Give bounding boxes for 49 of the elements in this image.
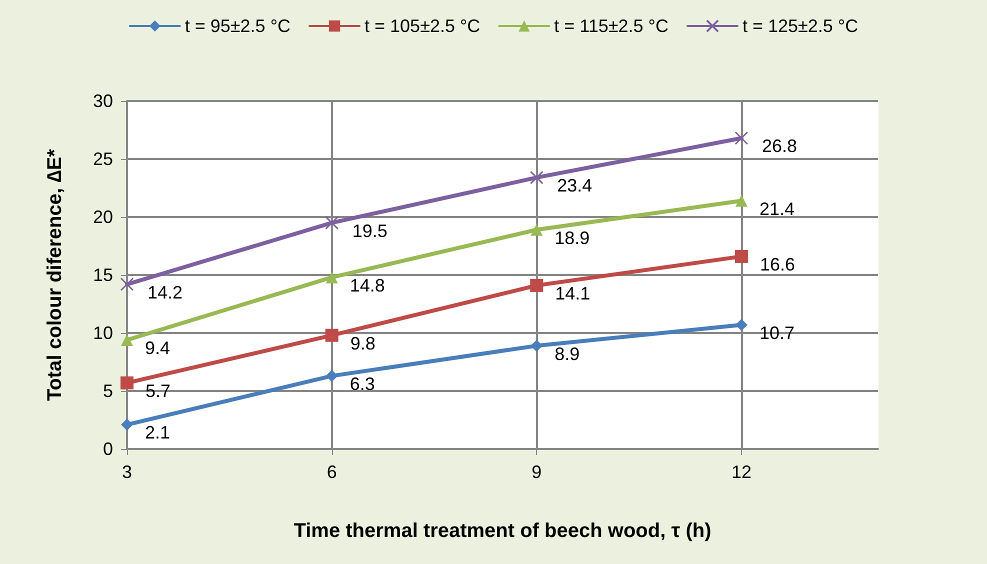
point — [326, 271, 338, 284]
point — [734, 250, 748, 263]
point — [530, 170, 544, 184]
point — [121, 418, 133, 431]
data-label: 19.5 — [352, 220, 388, 241]
data-label: 26.8 — [762, 136, 797, 156]
point — [121, 334, 133, 346]
legend-label: t = 105±2.5 °C — [364, 16, 480, 36]
x-tick-label: 3 — [122, 462, 132, 482]
point — [325, 216, 339, 230]
y-tick-label: 25 — [92, 149, 113, 169]
point — [530, 224, 543, 236]
legend-label: t = 95±2.5 °C — [184, 16, 291, 36]
data-label: 14.8 — [350, 275, 385, 296]
x-tick-label: 6 — [326, 462, 337, 482]
y-tick-label: 20 — [92, 207, 113, 227]
y-axis-title: Total colour diference, ∆E* — [44, 148, 66, 401]
point — [735, 318, 748, 331]
point — [325, 328, 338, 342]
x-axis-title: Time thermal treatment of beech wood, τ (h) — [294, 520, 712, 542]
legend-label: t = 125±2.5 °C — [742, 16, 858, 36]
point — [530, 278, 544, 292]
data-label: 2.1 — [145, 422, 170, 443]
y-tick-label: 10 — [92, 323, 113, 343]
y-tick-label: 30 — [92, 91, 113, 111]
y-tick-label: 0 — [102, 439, 113, 459]
x-tick-label: 9 — [532, 462, 542, 482]
point — [120, 278, 134, 292]
point — [120, 376, 134, 390]
data-label: 10.7 — [759, 322, 794, 343]
data-label: 16.6 — [760, 254, 795, 274]
data-label: 14.2 — [148, 282, 183, 302]
data-label: 23.4 — [557, 176, 592, 196]
y-tick-label: 15 — [92, 265, 113, 285]
legend-label: t = 115±2.5 °C — [554, 16, 668, 36]
data-label: 9.4 — [145, 338, 170, 358]
point — [326, 370, 338, 382]
data-label: 9.8 — [350, 333, 376, 354]
data-label: 5.7 — [146, 380, 171, 401]
data-label: 8.9 — [554, 344, 580, 364]
data-label: 14.1 — [555, 283, 590, 304]
y-tick-label: 5 — [102, 381, 113, 401]
point — [735, 194, 748, 207]
point — [530, 340, 543, 352]
x-tick-label: 12 — [731, 462, 752, 482]
point — [734, 131, 748, 145]
data-label: 21.4 — [759, 198, 794, 219]
data-label: 6.3 — [350, 374, 375, 394]
data-label: 18.9 — [554, 228, 590, 248]
